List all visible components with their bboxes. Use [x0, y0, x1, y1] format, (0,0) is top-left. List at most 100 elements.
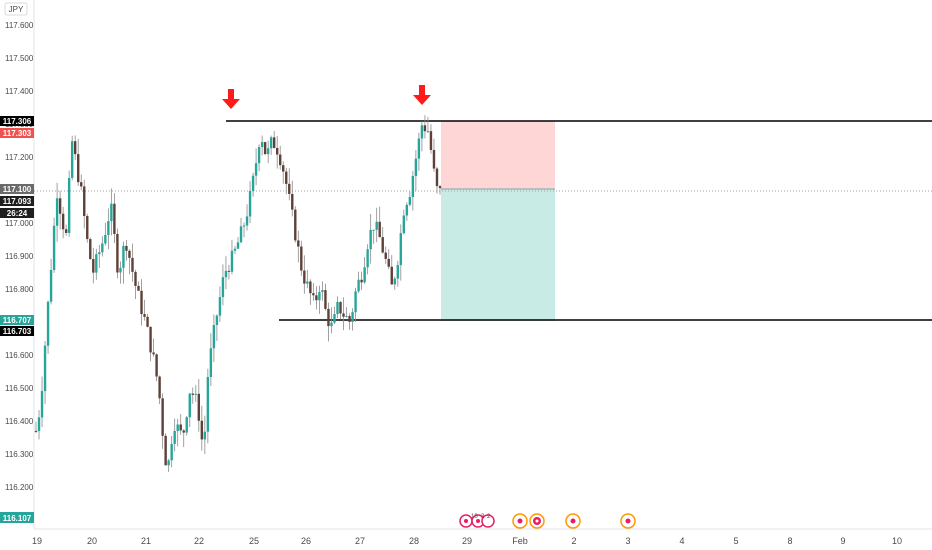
event-marker-icon[interactable]: [529, 513, 545, 529]
candle-body: [420, 125, 424, 139]
candle-body: [381, 237, 384, 253]
x-tick-label: 19: [32, 536, 42, 546]
candle-body: [315, 295, 318, 301]
candle-body: [417, 138, 421, 159]
candle-body: [221, 277, 225, 298]
candle-body: [354, 291, 357, 313]
candle-body: [339, 302, 342, 314]
candle-body: [167, 460, 170, 466]
candle-body: [61, 213, 65, 230]
candle-body: [387, 258, 390, 267]
stop-loss-zone[interactable]: [441, 121, 555, 188]
candle-body: [248, 191, 252, 217]
candle-body: [282, 165, 285, 172]
candle-body: [131, 257, 134, 272]
y-tick-label: 116.900: [5, 252, 34, 261]
candle-body: [194, 393, 197, 395]
candle-body: [263, 142, 267, 155]
candle-body: [110, 203, 113, 222]
x-tick-labels: 19 20 21 22 25 26 27 28 29 Feb 2 3 4 5 8 9 10: [32, 536, 902, 546]
candle-body: [89, 239, 92, 260]
x-tick-label: 2: [571, 536, 576, 546]
candle-body: [297, 240, 300, 247]
candle-body: [351, 312, 354, 322]
svg-text:117.303: 117.303: [3, 129, 32, 138]
candle-body: [215, 315, 219, 325]
candle-body: [245, 216, 249, 226]
candle-body: [312, 293, 315, 296]
x-tick-label: Feb: [512, 536, 528, 546]
candle-body: [272, 137, 276, 148]
candle-body: [432, 150, 436, 169]
price-badge-current: 117.093: [0, 196, 34, 206]
candle-body: [327, 308, 330, 327]
candle-body: [375, 221, 378, 230]
candle-body: [318, 292, 321, 301]
price-badge-target: 116.707: [0, 315, 34, 325]
currency-label-box[interactable]: [4, 2, 28, 16]
candle-body: [191, 393, 194, 395]
event-marker-group[interactable]: 10 3 2: [459, 514, 495, 528]
candle-body: [92, 259, 95, 273]
candle-body: [269, 137, 273, 149]
event-marker-icon[interactable]: [565, 513, 581, 529]
candle-body: [384, 252, 387, 259]
candle-body: [224, 270, 228, 278]
candle-body: [348, 316, 351, 322]
candle-body: [34, 430, 38, 432]
candle-body: [170, 443, 173, 461]
svg-text:26:24: 26:24: [7, 209, 28, 218]
candle-body: [179, 424, 182, 431]
signal-arrow-down-icon: [222, 89, 240, 109]
candles: [34, 115, 442, 472]
y-tick-label: 117.200: [5, 153, 34, 162]
candle-body: [321, 290, 324, 293]
y-tick-labels: 117.600117.500117.400117.300117.200117.1…: [5, 21, 34, 492]
currency-label: JPY: [9, 5, 24, 14]
event-marker-icon[interactable]: [620, 513, 636, 529]
candle-body: [137, 285, 140, 291]
candle-body: [46, 301, 50, 346]
x-tick-label: 22: [194, 536, 204, 546]
candle-body: [83, 186, 86, 217]
candle-body: [113, 203, 116, 234]
price-badge-stop: 117.303: [0, 128, 34, 138]
candle-body: [164, 435, 167, 466]
candle-body: [80, 182, 83, 187]
y-tick-label: 116.300: [5, 450, 34, 459]
price-badge-entry: 117.100: [0, 184, 34, 194]
y-tick-label: 117.500: [5, 54, 34, 63]
take-profit-zone[interactable]: [441, 190, 555, 321]
candle-body: [372, 229, 375, 231]
candle-body: [67, 177, 71, 233]
candle-body: [37, 417, 41, 432]
svg-text:117.306: 117.306: [3, 117, 32, 126]
event-marker-icon[interactable]: [512, 513, 528, 529]
candle-body: [55, 198, 59, 226]
x-tick-label: 10: [892, 536, 902, 546]
candle-body: [101, 243, 104, 253]
candle-body: [218, 297, 222, 316]
candle-body: [294, 209, 297, 241]
candle-body: [336, 302, 339, 315]
candle-body: [146, 316, 149, 327]
candle-body: [360, 279, 363, 283]
candle-body: [95, 254, 98, 273]
y-tick-label: 116.800: [5, 285, 34, 294]
x-tick-label: 3: [625, 536, 630, 546]
price-badge-bottom: 116.107: [0, 512, 34, 523]
y-tick-label: 116.500: [5, 384, 34, 393]
candle-body: [188, 393, 191, 418]
y-tick-label: 116.400: [5, 417, 34, 426]
candle-body: [143, 314, 146, 317]
candle-body: [173, 430, 176, 444]
y-tick-label: 117.400: [5, 87, 34, 96]
candle-body: [438, 186, 442, 189]
candle-body: [98, 252, 101, 255]
candle-body: [378, 221, 381, 238]
candle-body: [70, 141, 74, 178]
candle-body: [366, 249, 369, 268]
price-badge-support: 116.703: [0, 326, 34, 336]
